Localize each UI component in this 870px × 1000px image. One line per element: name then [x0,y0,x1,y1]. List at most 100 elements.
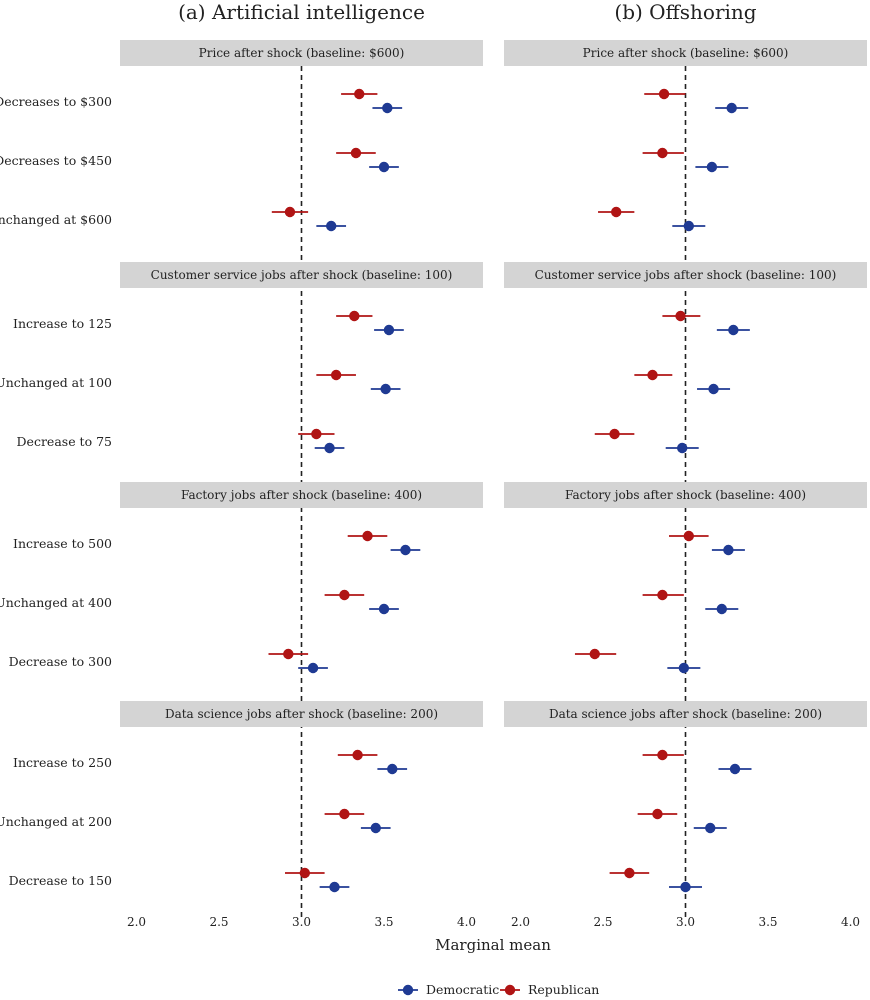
row-label: Increase to 250 [13,755,112,770]
row-label: Unchanged at 400 [0,595,112,610]
panel-1-2: Customer service jobs after shock (basel… [120,262,483,454]
republican-point [299,867,310,879]
republican-point [624,867,635,879]
republican-point [352,749,363,761]
republican-point [611,206,622,218]
strip-header [504,482,867,508]
column-title-2: (b) Offshoring [614,0,756,24]
republican-point [675,310,686,322]
strip-title: Price after shock (baseline: $600) [199,46,405,60]
legend-item-republican: Republican [500,982,599,997]
x-tick-label: 3.5 [758,915,777,929]
row-label: Unchanged at 200 [0,814,112,829]
panel-1-1: Price after shock (baseline: $600) [120,40,483,232]
democratic-point [716,603,727,615]
panel-2-2: Customer service jobs after shock (basel… [504,262,867,454]
strip-title: Price after shock (baseline: $600) [583,46,789,60]
republican-point [589,648,600,660]
x-tick-label: 2.0 [127,915,146,929]
panels: Price after shock (baseline: $600) Custom… [120,40,867,919]
row-label: Unchanged at 100 [0,375,112,390]
strip-header [504,701,867,727]
row-labels: Decreases to $300 Decreases to $450 Unchan… [0,94,112,888]
panel-2-3: Factory jobs after shock (baseline: 400) [504,482,867,674]
republican-point [657,749,668,761]
republican-point [311,428,322,440]
democratic-point [387,763,398,775]
republican-point [339,808,350,820]
x-tick-label: 2.0 [511,915,530,929]
republican-point [683,530,694,542]
democratic-point [324,442,335,454]
strip-title: Factory jobs after shock (baseline: 400) [565,488,806,502]
democratic-point [677,442,688,454]
x-tick-label: 2.5 [593,915,612,929]
row-label: Decrease to 150 [9,873,112,888]
democratic-point [705,822,716,834]
republican-point [339,589,350,601]
democratic-point [400,544,411,556]
x-tick-label: 4.0 [841,915,860,929]
x-tick-label: 4.0 [457,915,476,929]
republican-point [330,369,342,381]
republican-point [349,310,360,322]
republican-point [283,648,294,660]
democratic-point [329,881,340,893]
strip-title: Customer service jobs after shock (basel… [151,268,453,282]
legend-label: Republican [528,982,599,997]
row-label: Decrease to 300 [9,654,112,669]
republican-point [647,369,658,381]
strip-header [504,40,867,66]
row-label: Decreases to $450 [0,153,112,168]
republican-point [657,147,668,159]
democratic-point [382,102,393,114]
democratic-point [383,324,395,336]
democratic-point [726,102,737,114]
x-tick-label: 2.5 [209,915,228,929]
republican-point [284,206,296,218]
republican-point [362,530,373,542]
democratic-point [378,161,390,173]
strip-title: Data science jobs after shock (baseline:… [549,707,822,721]
x-tick-label: 3.0 [676,915,695,929]
column-title-1: (a) Artificial intelligence [178,0,425,24]
legend: Democratic Republican [398,982,599,997]
strip-title: Factory jobs after shock (baseline: 400) [181,488,422,502]
strip-title: Customer service jobs after shock (basel… [535,268,837,282]
row-label: Unchanged at $600 [0,212,112,227]
democratic-point [683,220,694,232]
row-label: Decreases to $300 [0,94,112,109]
strip-header [504,262,867,288]
democratic-point [708,383,719,395]
legend-marker [504,984,516,996]
x-axis: Marginal mean 2.0 2.5 3.0 3.5 4.0 2.0 2.5 3.0 3.… [127,915,860,954]
strip-title: Data science jobs after shock (baseline:… [165,707,438,721]
democratic-point [706,161,718,173]
x-tick-label: 3.0 [292,915,311,929]
democratic-point [680,881,691,893]
legend-label: Democratic [426,982,499,997]
republican-point [609,428,620,440]
republican-point [350,147,362,159]
strip-header [120,482,483,508]
panel-2-4: Data science jobs after shock (baseline:… [504,701,867,893]
panel-2-1: Price after shock (baseline: $600) [504,40,867,232]
democratic-point [728,324,739,336]
row-label: Decrease to 75 [17,434,112,449]
republican-point [658,88,670,100]
democratic-point [723,544,734,556]
democratic-point [370,822,381,834]
row-label: Increase to 500 [13,536,112,551]
legend-item-democratic: Democratic [398,982,499,997]
panel-1-3: Factory jobs after shock (baseline: 400) [120,482,483,674]
republican-point [652,808,663,820]
legend-marker [402,984,414,996]
column-titles: (a) Artificial intelligence (b) Offshorin… [178,0,757,24]
row-label: Increase to 125 [13,316,112,331]
x-axis-title: Marginal mean [435,936,551,954]
democratic-point [378,603,390,615]
strip-header [120,262,483,288]
democratic-point [729,763,741,775]
democratic-point [678,662,690,674]
